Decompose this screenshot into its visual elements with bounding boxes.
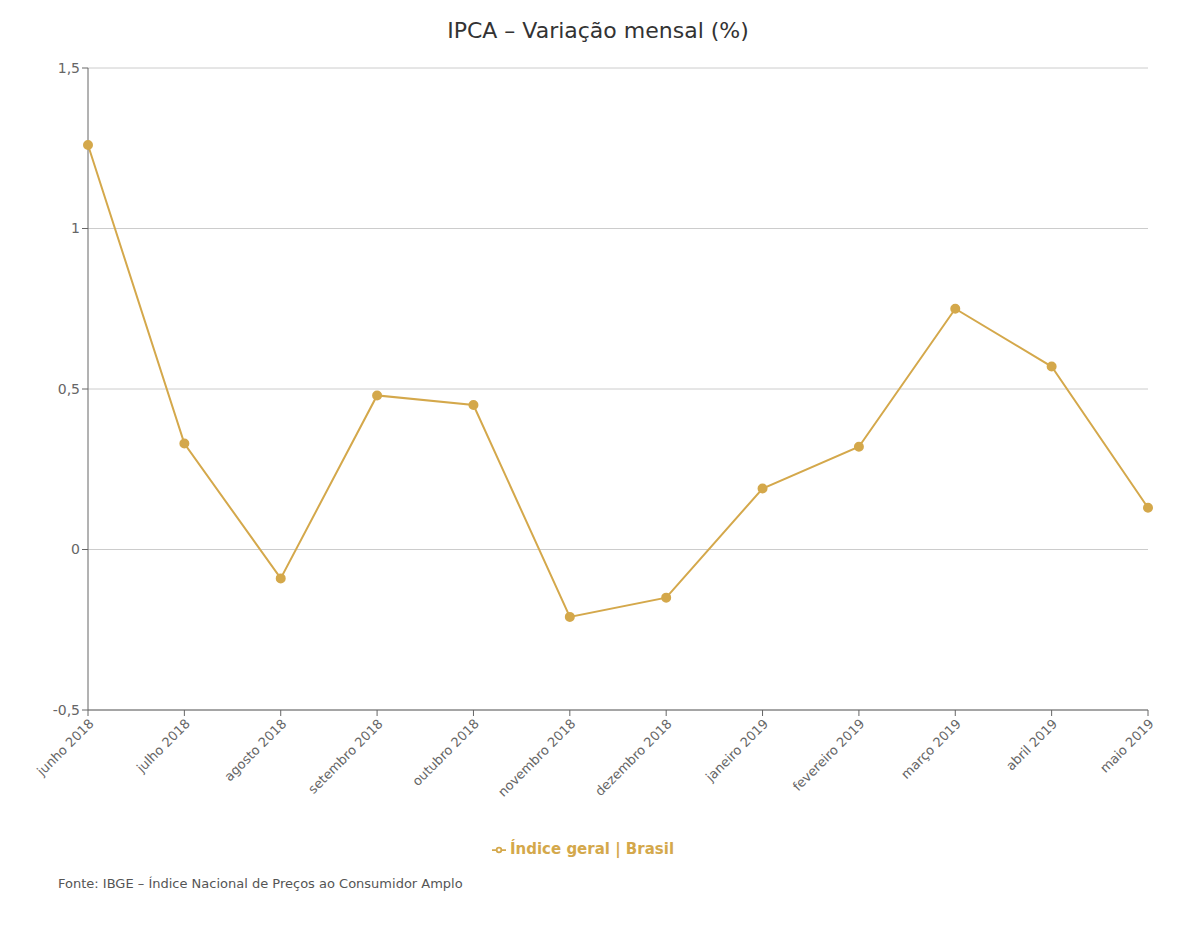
svg-text:0: 0 <box>71 541 80 557</box>
svg-text:junho 2018: junho 2018 <box>33 716 96 779</box>
html-text:IPCA – Variação mensal (%): IPCA – Variação mensal (%) <box>447 18 749 43</box>
svg-text:outubro 2018: outubro 2018 <box>409 716 482 789</box>
svg-text:-0,5: -0,5 <box>53 702 80 718</box>
svg-text:1: 1 <box>71 220 80 236</box>
svg-text:janeiro 2019: janeiro 2019 <box>702 716 771 785</box>
svg-text:dezembro 2018: dezembro 2018 <box>592 716 675 799</box>
svg-text:fevereiro 2019: fevereiro 2019 <box>790 716 868 794</box>
svg-text:1,5: 1,5 <box>58 60 80 76</box>
svg-text:novembro 2018: novembro 2018 <box>495 716 578 799</box>
html-text:Fonte: IBGE – Índice Nacional: Fonte: IBGE – Índice Nacional de Preços … <box>58 876 463 891</box>
svg-text:0,5: 0,5 <box>58 381 80 397</box>
svg-text:abril 2019: abril 2019 <box>1003 716 1060 773</box>
svg-text:julho 2018: julho 2018 <box>133 716 193 776</box>
svg-text:maio 2019: maio 2019 <box>1097 716 1157 776</box>
svg-text:agosto 2018: agosto 2018 <box>221 716 289 784</box>
svg-text:março 2019: março 2019 <box>898 716 964 782</box>
svg-text:setembro 2018: setembro 2018 <box>305 716 386 797</box>
html-text:Índice geral | Brasil: Índice geral | Brasil <box>510 840 674 858</box>
